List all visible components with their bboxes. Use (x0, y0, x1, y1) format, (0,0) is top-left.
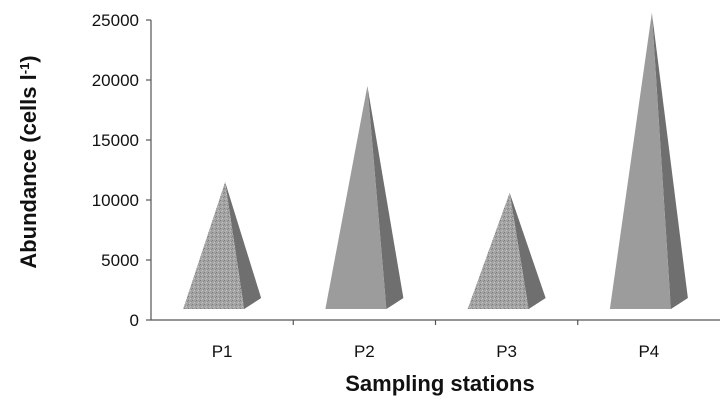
bar-P2 (325, 86, 404, 309)
bar-front-face (325, 86, 387, 309)
bar-P4 (609, 12, 688, 310)
y-axis-title-end: ) (16, 55, 41, 62)
bar-side-face (367, 86, 404, 309)
y-tick-label: 15000 (92, 131, 139, 150)
bar-front-face (183, 182, 245, 309)
bar-side-face (651, 12, 688, 310)
x-tick-label: P2 (354, 342, 375, 361)
x-axis-ticks: P1 P2 P3 P4 (212, 320, 659, 361)
y-axis-title-exponent: -1 (17, 63, 32, 75)
x-tick-label: P1 (212, 342, 233, 361)
y-axis-title: Abundance (cells l-1) (16, 55, 41, 268)
y-tick-label: 20000 (92, 71, 139, 90)
y-axis-ticks: 0 5000 10000 15000 20000 25000 (92, 11, 151, 330)
bar-side-face (225, 182, 262, 309)
y-tick-label: 5000 (101, 251, 139, 270)
x-tick-label: P4 (638, 342, 659, 361)
x-tick-label: P3 (496, 342, 517, 361)
bar-front-face (467, 192, 529, 309)
y-tick-label: 25000 (92, 11, 139, 30)
y-axis-title-main: Abundance (cells l (16, 74, 41, 268)
bar-front-face (609, 12, 671, 310)
bars (183, 12, 688, 310)
bar-P1 (183, 182, 262, 309)
x-axis-title: Sampling stations (345, 371, 534, 396)
bar-P3 (467, 192, 546, 309)
y-tick-label: 0 (130, 311, 139, 330)
y-tick-label: 10000 (92, 191, 139, 210)
bar-side-face (509, 192, 546, 309)
